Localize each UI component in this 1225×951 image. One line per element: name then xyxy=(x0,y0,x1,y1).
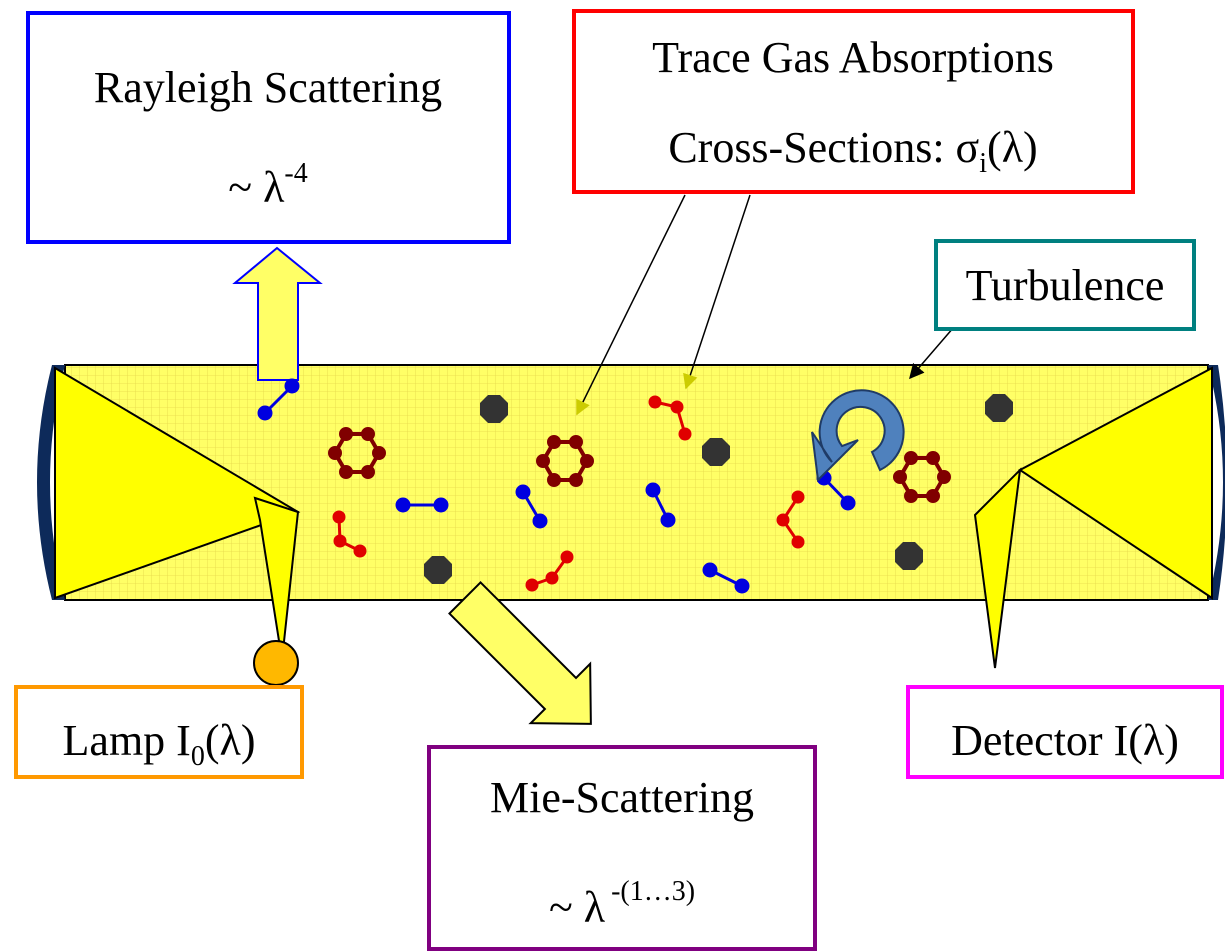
turbulence-swirl xyxy=(811,389,905,483)
lamp-label: Lamp I0(λ) xyxy=(63,716,256,772)
n2-molecules xyxy=(257,378,856,594)
lamp-cone xyxy=(54,366,301,600)
lamp-box xyxy=(14,685,304,779)
exponent: -(1…3) xyxy=(611,876,695,907)
aerosols xyxy=(424,394,1013,584)
mie-title: Mie-Scattering xyxy=(490,773,754,822)
trace-gas-formula: Cross-Sections: σi(λ) xyxy=(668,123,1037,179)
detector-box xyxy=(906,685,1224,779)
detector-cone xyxy=(1018,366,1213,600)
formula: (λ) xyxy=(987,123,1038,172)
turbulence-box xyxy=(934,239,1196,331)
o3-molecules xyxy=(332,395,805,592)
trace-gas-title: Trace Gas Absorptions xyxy=(652,33,1054,82)
left-cap xyxy=(37,365,65,600)
right-cap xyxy=(1208,365,1225,600)
pointer xyxy=(576,194,686,416)
lamp xyxy=(253,640,299,686)
benzene-molecules xyxy=(328,427,951,503)
rayleigh-box xyxy=(26,11,511,244)
detector-spike xyxy=(973,467,1022,669)
detector-label: Detector I(λ) xyxy=(951,716,1179,765)
label: (λ) xyxy=(205,716,256,765)
formula: ~ λ xyxy=(228,163,285,212)
label: Lamp I xyxy=(63,716,191,765)
rayleigh-title: Rayleigh Scattering xyxy=(94,63,442,112)
mie-box xyxy=(427,745,817,951)
mie-arrow xyxy=(448,581,592,725)
turbulence-label: Turbulence xyxy=(966,261,1165,310)
pointer xyxy=(683,194,751,390)
subscript: 0 xyxy=(191,741,205,772)
subscript: i xyxy=(979,148,987,179)
formula: ~ λ xyxy=(549,883,606,932)
mie-formula: ~ λ -(1…3) xyxy=(549,876,695,932)
trace-gas-box xyxy=(572,9,1135,194)
rayleigh-formula: ~ λ-4 xyxy=(228,158,307,212)
rayleigh-arrow xyxy=(232,246,323,381)
exponent: -4 xyxy=(284,158,307,189)
formula: Cross-Sections: σ xyxy=(668,123,979,172)
